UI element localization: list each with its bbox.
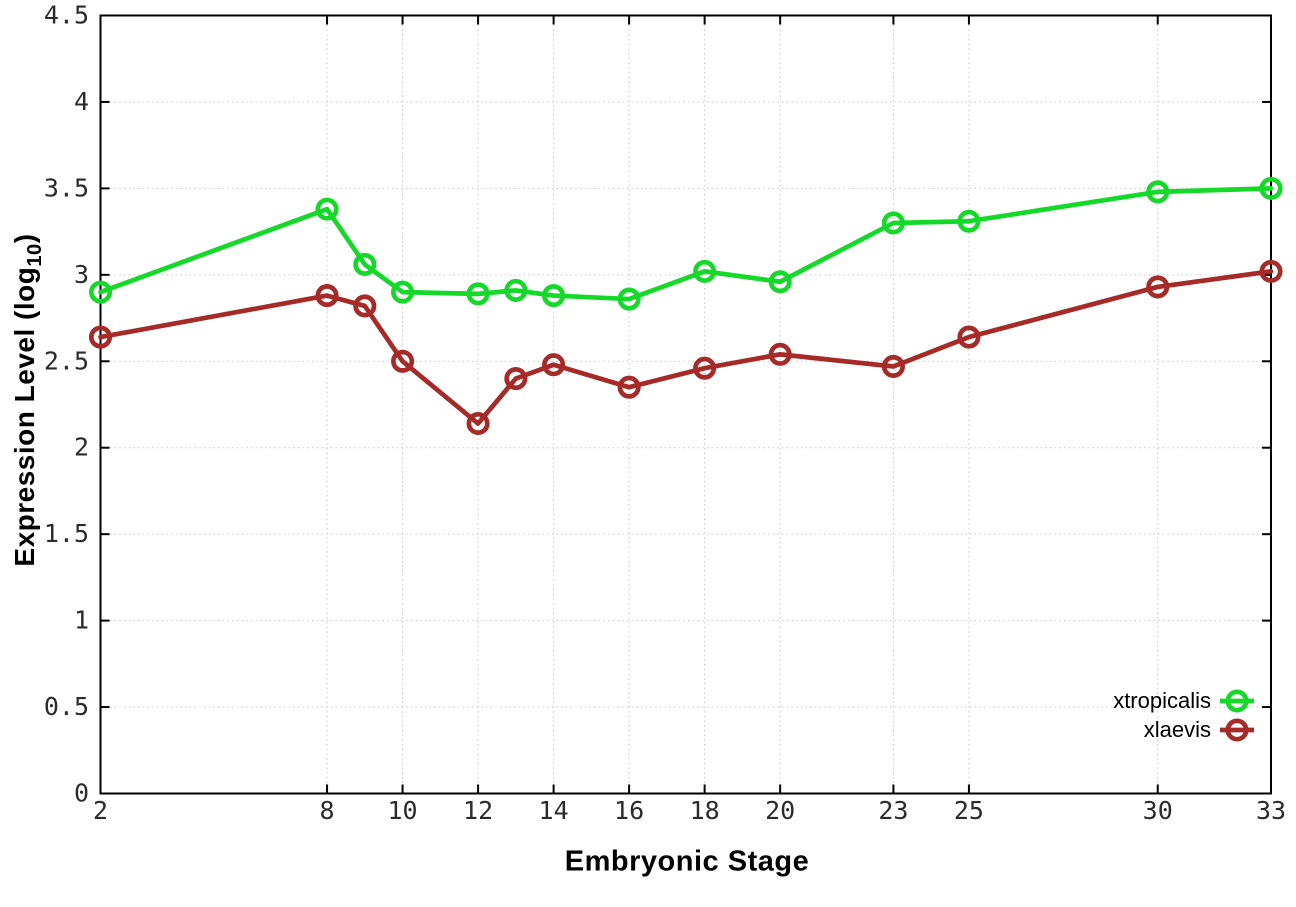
series-line-xlaevis <box>98 269 1274 426</box>
x-tick-label-20: 20 <box>765 796 795 825</box>
y-tick-label-4: 4 <box>74 87 89 116</box>
x-tick-label-14: 14 <box>539 796 569 825</box>
marker-xtropicalis-stage-12 <box>466 282 490 306</box>
marker-xlaevis-stage-9 <box>353 294 377 318</box>
marker-xlaevis-stage-18 <box>693 356 717 380</box>
marker-xtropicalis-stage-8 <box>315 197 339 221</box>
y-tick-label-1: 1 <box>74 606 89 635</box>
legend-item-xlaevis: xlaevis <box>1113 715 1254 744</box>
legend-sample-xtropicalis-icon <box>1220 688 1254 713</box>
marker-xlaevis-stage-10 <box>391 349 415 373</box>
x-tick-label-18: 18 <box>690 796 720 825</box>
marker-xtropicalis-stage-33 <box>1259 176 1283 200</box>
series-line-xtropicalis <box>98 186 1274 302</box>
marker-xtropicalis-stage-10 <box>391 280 415 304</box>
x-tick-label-16: 16 <box>614 796 644 825</box>
tick-marks <box>99 14 1272 795</box>
legend-marker-sample <box>1225 717 1249 742</box>
y-axis-title-subscript: 10 <box>24 243 47 267</box>
marker-xtropicalis-stage-2 <box>88 280 113 304</box>
marker-xtropicalis-stage-9 <box>353 252 377 277</box>
marker-xtropicalis-stage-30 <box>1146 180 1170 204</box>
x-tick-label-23: 23 <box>878 796 908 825</box>
y-tick-label-2.5: 2.5 <box>44 346 89 375</box>
x-tick-label-25: 25 <box>954 796 984 825</box>
x-tick-label-2: 2 <box>93 796 108 825</box>
marker-xlaevis-stage-16 <box>617 375 641 399</box>
legend: xtropicalis xlaevis <box>1113 686 1254 744</box>
y-tick-label-4.5: 4.5 <box>44 1 89 30</box>
x-tick-label-12: 12 <box>463 796 493 825</box>
marker-xtropicalis-stage-16 <box>617 287 641 311</box>
plot-border <box>99 14 1272 795</box>
marker-xtropicalis-stage-13 <box>504 278 528 302</box>
legend-marker-sample <box>1225 688 1249 713</box>
marker-xlaevis-stage-33 <box>1259 259 1283 283</box>
marker-xlaevis-stage-14 <box>542 353 566 377</box>
y-axis-title: Expression Level (log10) <box>9 233 47 566</box>
marker-xtropicalis-stage-25 <box>957 209 981 233</box>
marker-xlaevis-stage-12 <box>466 411 490 436</box>
y-axis-title-suffix: ) <box>8 233 40 244</box>
y-tick-label-1.5: 1.5 <box>44 519 89 548</box>
y-tick-label-0: 0 <box>74 779 89 808</box>
marker-xlaevis-stage-20 <box>768 342 792 366</box>
y-tick-label-0.5: 0.5 <box>44 692 89 721</box>
marker-xtropicalis-stage-14 <box>542 284 566 308</box>
x-tick-label-8: 8 <box>320 796 335 825</box>
series-xtropicalis <box>88 176 1283 311</box>
y-tick-label-3.5: 3.5 <box>44 173 89 202</box>
y-axis-title-text: Expression Level (log <box>8 266 40 567</box>
marker-xlaevis-stage-25 <box>957 325 981 349</box>
legend-sample-xlaevis-icon <box>1220 717 1254 742</box>
marker-xlaevis-stage-8 <box>315 284 339 308</box>
y-tick-label-3: 3 <box>74 260 89 289</box>
grid-lines <box>100 15 1271 794</box>
marker-xlaevis-stage-30 <box>1146 275 1170 299</box>
tick-labels: 2 8 10 12 14 16 18 20 23 25 30 33 0 0.5 1 1.5 2 2.5 3 3.5 4 4… <box>44 1 1286 826</box>
x-tick-label-30: 30 <box>1143 796 1173 825</box>
x-tick-label-10: 10 <box>388 796 418 825</box>
series-xlaevis <box>88 259 1283 436</box>
marker-xlaevis-stage-23 <box>881 354 905 379</box>
x-tick-label-33: 33 <box>1256 796 1286 825</box>
y-tick-label-2: 2 <box>74 433 89 462</box>
marker-xtropicalis-stage-20 <box>768 270 792 294</box>
marker-xtropicalis-stage-23 <box>881 211 905 235</box>
marker-xlaevis-stage-13 <box>504 367 528 391</box>
legend-label-xlaevis: xlaevis <box>1143 716 1211 742</box>
legend-item-xtropicalis: xtropicalis <box>1113 686 1254 715</box>
marker-xtropicalis-stage-18 <box>693 259 717 283</box>
legend-label-xtropicalis: xtropicalis <box>1113 687 1211 713</box>
marker-xlaevis-stage-2 <box>88 325 113 349</box>
x-axis-title: Embryonic Stage <box>564 845 810 878</box>
